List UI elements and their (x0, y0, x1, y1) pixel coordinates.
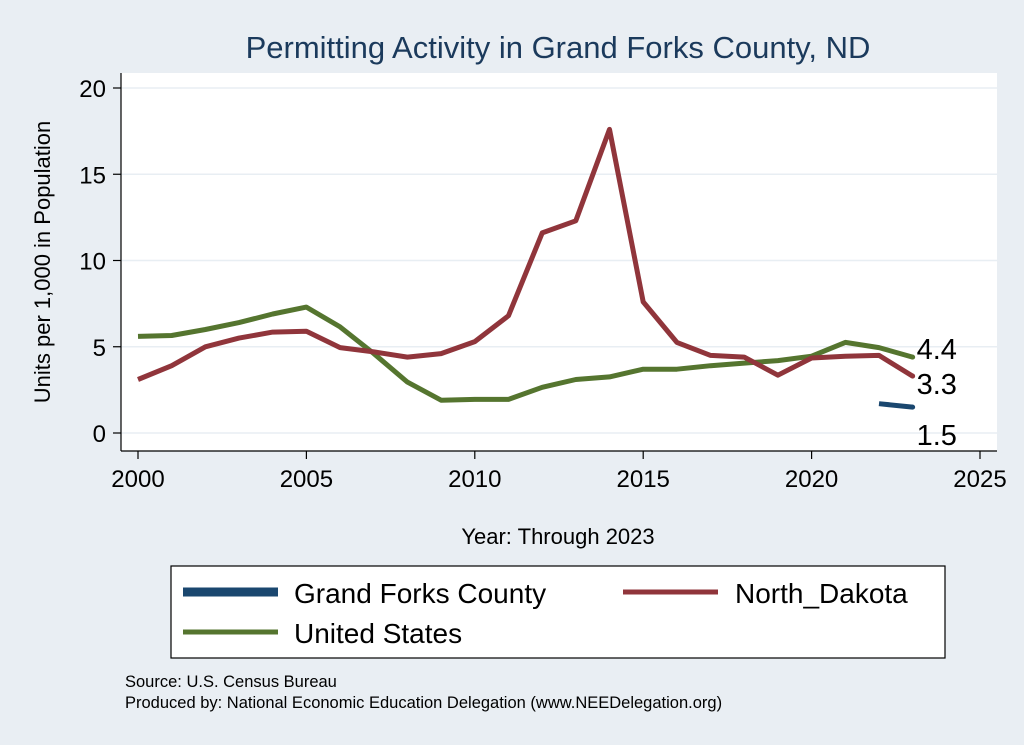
y-tick-label-10: 10 (79, 249, 106, 276)
axes: 0 5 10 15 20 2000 2005 2010 2015 2020 2025 (79, 73, 1007, 493)
end-label-grand-forks-county: 1.5 (917, 420, 957, 452)
series-layer (137, 126, 916, 410)
x-tick-label-2005: 2005 (280, 466, 333, 493)
y-tick-label-15: 15 (79, 162, 106, 189)
x-tick-label-2025: 2025 (953, 466, 1006, 493)
legend-label-north-dakota: North_Dakota (735, 578, 908, 609)
series-line-north-dakota (137, 126, 914, 382)
series-endpoint-united-states (910, 354, 916, 360)
x-tick-label-2010: 2010 (448, 466, 501, 493)
series-endpoint-grand-forks-county (910, 404, 916, 410)
x-axis-label: Year: Through 2023 (461, 524, 654, 549)
gridlines (121, 87, 997, 434)
end-label-united-states: 4.4 (917, 334, 957, 366)
series-endpoint-north-dakota (910, 373, 916, 379)
chart-title: Permitting Activity in Grand Forks Count… (246, 30, 871, 65)
legend-label-grand-forks: Grand Forks County (294, 578, 546, 609)
end-label-north-dakota: 3.3 (917, 369, 957, 401)
y-tick-label-20: 20 (79, 76, 106, 103)
source-note: Source: U.S. Census Bureau (125, 673, 337, 691)
x-tick-label-2020: 2020 (785, 466, 838, 493)
y-tick-label-0: 0 (93, 421, 106, 448)
y-tick-label-5: 5 (93, 335, 106, 362)
plot-area (121, 73, 997, 451)
producer-note: Produced by: National Economic Education… (125, 694, 722, 712)
x-tick-label-2000: 2000 (111, 466, 164, 493)
legend-label-united-states: United States (294, 618, 462, 649)
x-tick-label-2015: 2015 (617, 466, 670, 493)
y-axis-label: Units per 1,000 in Population (30, 121, 55, 404)
series-line-united-states (137, 304, 914, 403)
legend-box (170, 565, 946, 659)
series-line-grand-forks-county (878, 401, 913, 410)
legend: Grand Forks County North_Dakota United S… (170, 565, 946, 659)
end-labels: 4.43.3 1.5 (917, 334, 957, 452)
